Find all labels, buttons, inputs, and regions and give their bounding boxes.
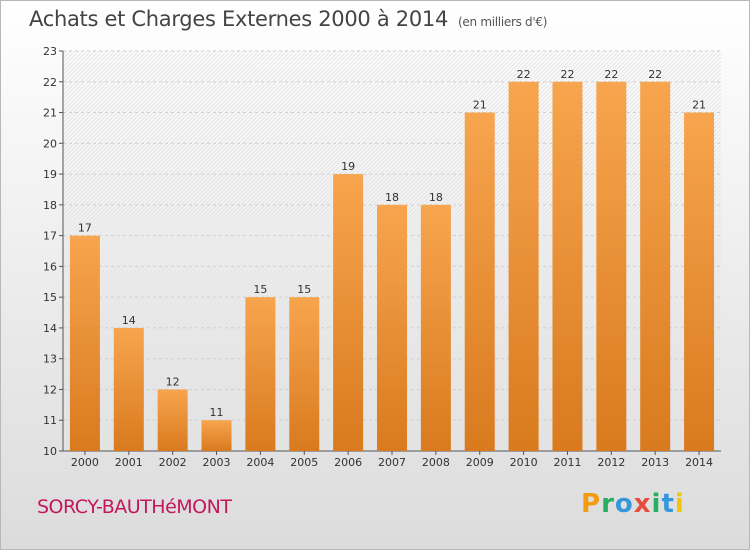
- data-label: 15: [253, 283, 267, 296]
- labels: 10 11 12 13 14 15 16 17 18 19 20 21 22 23 17 2000 14 2001…: [43, 45, 713, 469]
- y-tick-label: 15: [43, 291, 57, 304]
- x-tick-label: 2009: [466, 456, 494, 469]
- x-tick-label: 2014: [685, 456, 713, 469]
- x-tick-label: 2003: [203, 456, 231, 469]
- chart-title-text: Achats et Charges Externes 2000 à 2014: [29, 7, 449, 31]
- data-label: 15: [297, 283, 311, 296]
- x-tick-label: 2008: [422, 456, 450, 469]
- chart-title: Achats et Charges Externes 2000 à 2014 (e…: [29, 7, 547, 31]
- data-label: 11: [210, 406, 224, 419]
- data-label: 22: [604, 68, 618, 81]
- proxiti-logo: Proxiti: [581, 489, 685, 519]
- bar: [377, 204, 407, 451]
- data-label: 21: [473, 99, 487, 112]
- x-tick-label: 2010: [510, 456, 538, 469]
- data-label: 18: [429, 191, 443, 204]
- data-label: 12: [166, 375, 180, 388]
- x-tick-label: 2006: [334, 456, 362, 469]
- logo-letter: o: [614, 489, 634, 519]
- logo-letter: i: [674, 489, 685, 519]
- y-tick-label: 19: [43, 168, 57, 181]
- bar: [157, 389, 188, 451]
- bar: [508, 81, 539, 452]
- data-label: 19: [341, 160, 355, 173]
- logo-letter: r: [601, 489, 615, 519]
- bar: [596, 81, 627, 452]
- y-tick-label: 22: [43, 76, 57, 89]
- x-tick-label: 2011: [553, 456, 581, 469]
- bar: [640, 81, 671, 452]
- y-tick-label: 18: [43, 199, 57, 212]
- bar: [113, 327, 144, 451]
- y-tick-label: 13: [43, 353, 57, 366]
- data-label: 22: [560, 68, 574, 81]
- data-label: 22: [648, 68, 662, 81]
- x-tick-label: 2013: [641, 456, 669, 469]
- logo-letter: t: [661, 489, 675, 519]
- bars: [69, 81, 715, 452]
- x-tick-label: 2004: [246, 456, 274, 469]
- data-label: 22: [517, 68, 531, 81]
- x-tick-label: 2012: [597, 456, 625, 469]
- y-tick-label: 17: [43, 230, 57, 243]
- data-label: 17: [78, 222, 92, 235]
- chart-subtitle: (en milliers d'€): [458, 15, 548, 29]
- bar: [552, 81, 583, 452]
- bar: [420, 204, 451, 451]
- bar: [333, 174, 364, 452]
- bar: [69, 235, 100, 451]
- bar: [464, 112, 495, 452]
- logo-letter: i: [651, 489, 662, 519]
- bar: [201, 420, 232, 451]
- y-tick-label: 23: [43, 45, 57, 58]
- logo-letter: P: [581, 489, 602, 519]
- y-tick-label: 20: [43, 137, 57, 150]
- bar: [289, 297, 320, 451]
- data-label: 14: [122, 314, 136, 327]
- x-tick-label: 2007: [378, 456, 406, 469]
- y-tick-label: 12: [43, 383, 57, 396]
- x-tick-label: 2001: [115, 456, 143, 469]
- x-tick-label: 2005: [290, 456, 318, 469]
- logo-letter: x: [633, 489, 652, 519]
- data-label: 18: [385, 191, 399, 204]
- y-tick-label: 11: [43, 414, 57, 427]
- y-tick-label: 10: [43, 445, 57, 458]
- y-tick-label: 21: [43, 107, 57, 120]
- data-label: 21: [692, 99, 706, 112]
- x-tick-label: 2000: [71, 456, 99, 469]
- commune-name: SORCY-BAUTHéMONT: [37, 496, 232, 518]
- y-tick-label: 16: [43, 260, 57, 273]
- y-tick-label: 14: [43, 322, 57, 335]
- x-tick-label: 2002: [159, 456, 187, 469]
- bar: [684, 112, 715, 452]
- bar: [245, 297, 276, 451]
